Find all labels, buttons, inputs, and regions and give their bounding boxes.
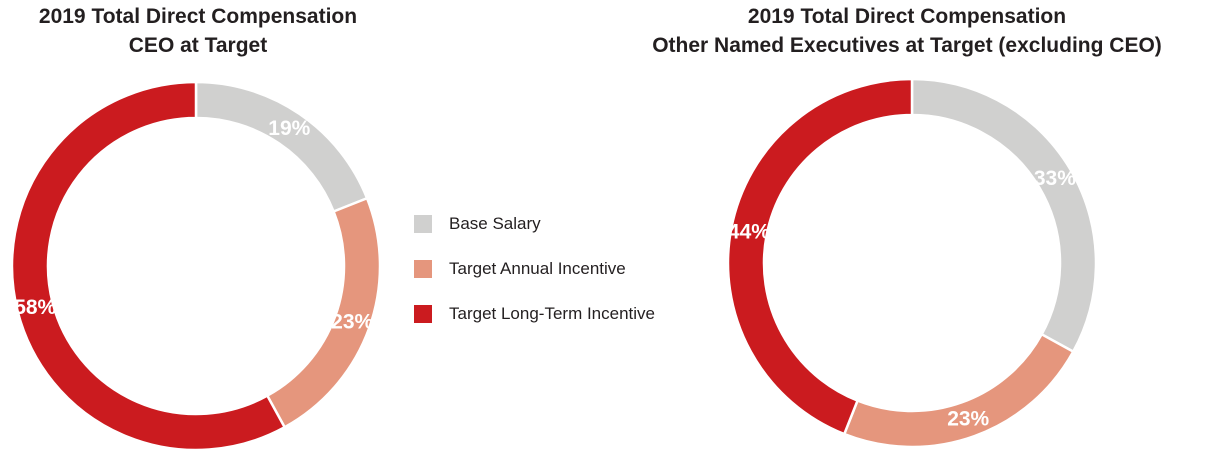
data-label-neo-base-salary: 33% [1034,167,1076,190]
chart-subtitle-neo: Other Named Executives at Target (exclud… [652,34,1162,57]
legend-swatch-base-salary [414,215,432,233]
data-label-ceo-base-salary: 19% [268,117,310,140]
slice-ceo-target-long-term-incentive [10,80,287,452]
legend-item-target-long-term-incentive: Target Long-Term Incentive [414,303,655,325]
legend-item-target-annual-incentive: Target Annual Incentive [414,258,655,280]
legend-item-base-salary: Base Salary [414,213,655,235]
data-label-neo-target-annual-incentive: 23% [947,408,989,431]
data-label-ceo-target-long-term-incentive: 58% [14,296,56,319]
data-label-ceo-target-annual-incentive: 23% [331,311,373,334]
chart-subtitle-ceo: CEO at Target [128,34,268,57]
legend-label-target-long-term-incentive: Target Long-Term Incentive [449,304,655,323]
legend-label-target-annual-incentive: Target Annual Incentive [449,259,626,278]
chart-title-ceo-line1: 2019 Total Direct Compensation [38,5,358,28]
legend-swatch-target-long-term-incentive [414,305,432,323]
legend-label-base-salary: Base Salary [449,214,541,233]
slice-neo-base-salary [910,77,1098,354]
chart-title-neo: 2019 Total Direct Compensation Other Nam… [592,2,1222,60]
donut-chart-ceo: 19% 23% 58% [10,80,382,452]
donut-chart-neo: 33% 23% 44% [726,77,1098,449]
slice-ceo-base-salary [194,80,369,214]
legend: Base Salary Target Annual Incentive Targ… [414,213,655,348]
chart-title-ceo: 2019 Total Direct Compensation CEO at Ta… [0,2,396,60]
chart-title-neo-line1: 2019 Total Direct Compensation [747,5,1067,28]
data-label-neo-target-long-term-incentive: 44% [728,220,770,243]
slice-neo-target-long-term-incentive [726,77,914,436]
legend-swatch-target-annual-incentive [414,260,432,278]
